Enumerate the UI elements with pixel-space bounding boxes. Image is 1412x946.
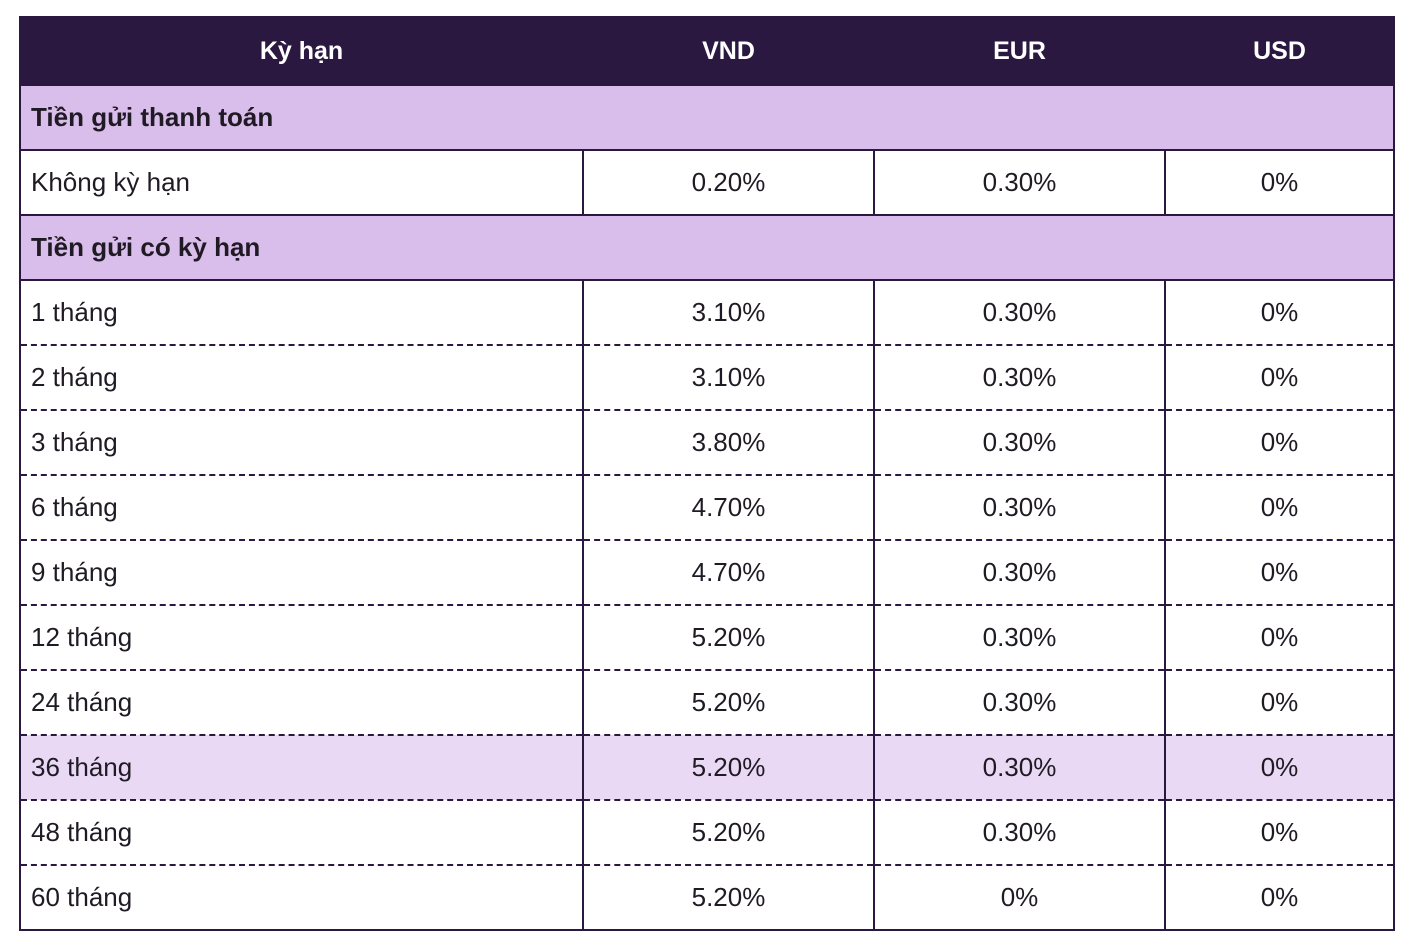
- usd-rate-cell: 0%: [1164, 149, 1395, 216]
- eur-rate-cell: 0.30%: [873, 149, 1166, 216]
- usd-rate-cell: 0%: [1164, 799, 1395, 866]
- table-row: 60 tháng 5.20% 0% 0%: [19, 864, 1395, 931]
- usd-rate-cell: 0%: [1164, 279, 1395, 346]
- table-row: 48 tháng 5.20% 0.30% 0%: [19, 799, 1395, 866]
- vnd-rate-cell: 3.10%: [582, 279, 875, 346]
- vnd-rate-cell: 4.70%: [582, 539, 875, 606]
- header-usd: USD: [1164, 16, 1395, 86]
- usd-rate-cell: 0%: [1164, 344, 1395, 411]
- vnd-rate-cell: 4.70%: [582, 474, 875, 541]
- eur-rate-cell: 0.30%: [873, 799, 1166, 866]
- section-row-term-deposit: Tiền gửi có kỳ hạn: [19, 214, 1395, 281]
- vnd-rate-cell: 3.10%: [582, 344, 875, 411]
- rate-table-container: Kỳ hạn VND EUR USD Tiền gửi thanh toán K…: [19, 16, 1395, 931]
- eur-rate-cell: 0.30%: [873, 474, 1166, 541]
- usd-rate-cell: 0%: [1164, 604, 1395, 671]
- usd-rate-cell: 0%: [1164, 539, 1395, 606]
- vnd-rate-cell: 5.20%: [582, 864, 875, 931]
- term-cell: 3 tháng: [19, 409, 584, 476]
- term-cell: 6 tháng: [19, 474, 584, 541]
- table-row-highlighted[interactable]: 36 tháng 5.20% 0.30% 0%: [19, 734, 1395, 801]
- term-cell: 12 tháng: [19, 604, 584, 671]
- usd-rate-cell: 0%: [1164, 864, 1395, 931]
- section-row-payment-deposit: Tiền gửi thanh toán: [19, 84, 1395, 151]
- table-row: 6 tháng 4.70% 0.30% 0%: [19, 474, 1395, 541]
- eur-rate-cell: 0.30%: [873, 669, 1166, 736]
- vnd-rate-cell: 5.20%: [582, 734, 875, 801]
- table-row: 1 tháng 3.10% 0.30% 0%: [19, 279, 1395, 346]
- table-row: 24 tháng 5.20% 0.30% 0%: [19, 669, 1395, 736]
- term-cell: 9 tháng: [19, 539, 584, 606]
- eur-rate-cell: 0.30%: [873, 344, 1166, 411]
- header-vnd: VND: [582, 16, 875, 86]
- term-cell: 36 tháng: [19, 734, 584, 801]
- header-eur: EUR: [873, 16, 1166, 86]
- term-cell: 1 tháng: [19, 279, 584, 346]
- vnd-rate-cell: 5.20%: [582, 604, 875, 671]
- usd-rate-cell: 0%: [1164, 409, 1395, 476]
- term-cell: 2 tháng: [19, 344, 584, 411]
- table-row: 9 tháng 4.70% 0.30% 0%: [19, 539, 1395, 606]
- table-row: 3 tháng 3.80% 0.30% 0%: [19, 409, 1395, 476]
- usd-rate-cell: 0%: [1164, 669, 1395, 736]
- usd-rate-cell: 0%: [1164, 474, 1395, 541]
- eur-rate-cell: 0.30%: [873, 409, 1166, 476]
- eur-rate-cell: 0.30%: [873, 734, 1166, 801]
- table-row: 12 tháng 5.20% 0.30% 0%: [19, 604, 1395, 671]
- vnd-rate-cell: 5.20%: [582, 669, 875, 736]
- eur-rate-cell: 0.30%: [873, 604, 1166, 671]
- vnd-rate-cell: 0.20%: [582, 149, 875, 216]
- eur-rate-cell: 0.30%: [873, 279, 1166, 346]
- interest-rate-table: Kỳ hạn VND EUR USD Tiền gửi thanh toán K…: [19, 16, 1395, 931]
- term-cell: 48 tháng: [19, 799, 584, 866]
- eur-rate-cell: 0%: [873, 864, 1166, 931]
- term-cell: Không kỳ hạn: [19, 149, 584, 216]
- table-row: Không kỳ hạn 0.20% 0.30% 0%: [19, 149, 1395, 216]
- table-header-row: Kỳ hạn VND EUR USD: [19, 16, 1395, 86]
- eur-rate-cell: 0.30%: [873, 539, 1166, 606]
- term-cell: 24 tháng: [19, 669, 584, 736]
- section-title: Tiền gửi có kỳ hạn: [19, 214, 1395, 281]
- term-cell: 60 tháng: [19, 864, 584, 931]
- table-row: 2 tháng 3.10% 0.30% 0%: [19, 344, 1395, 411]
- header-term: Kỳ hạn: [19, 16, 584, 86]
- vnd-rate-cell: 5.20%: [582, 799, 875, 866]
- section-title: Tiền gửi thanh toán: [19, 84, 1395, 151]
- vnd-rate-cell: 3.80%: [582, 409, 875, 476]
- usd-rate-cell: 0%: [1164, 734, 1395, 801]
